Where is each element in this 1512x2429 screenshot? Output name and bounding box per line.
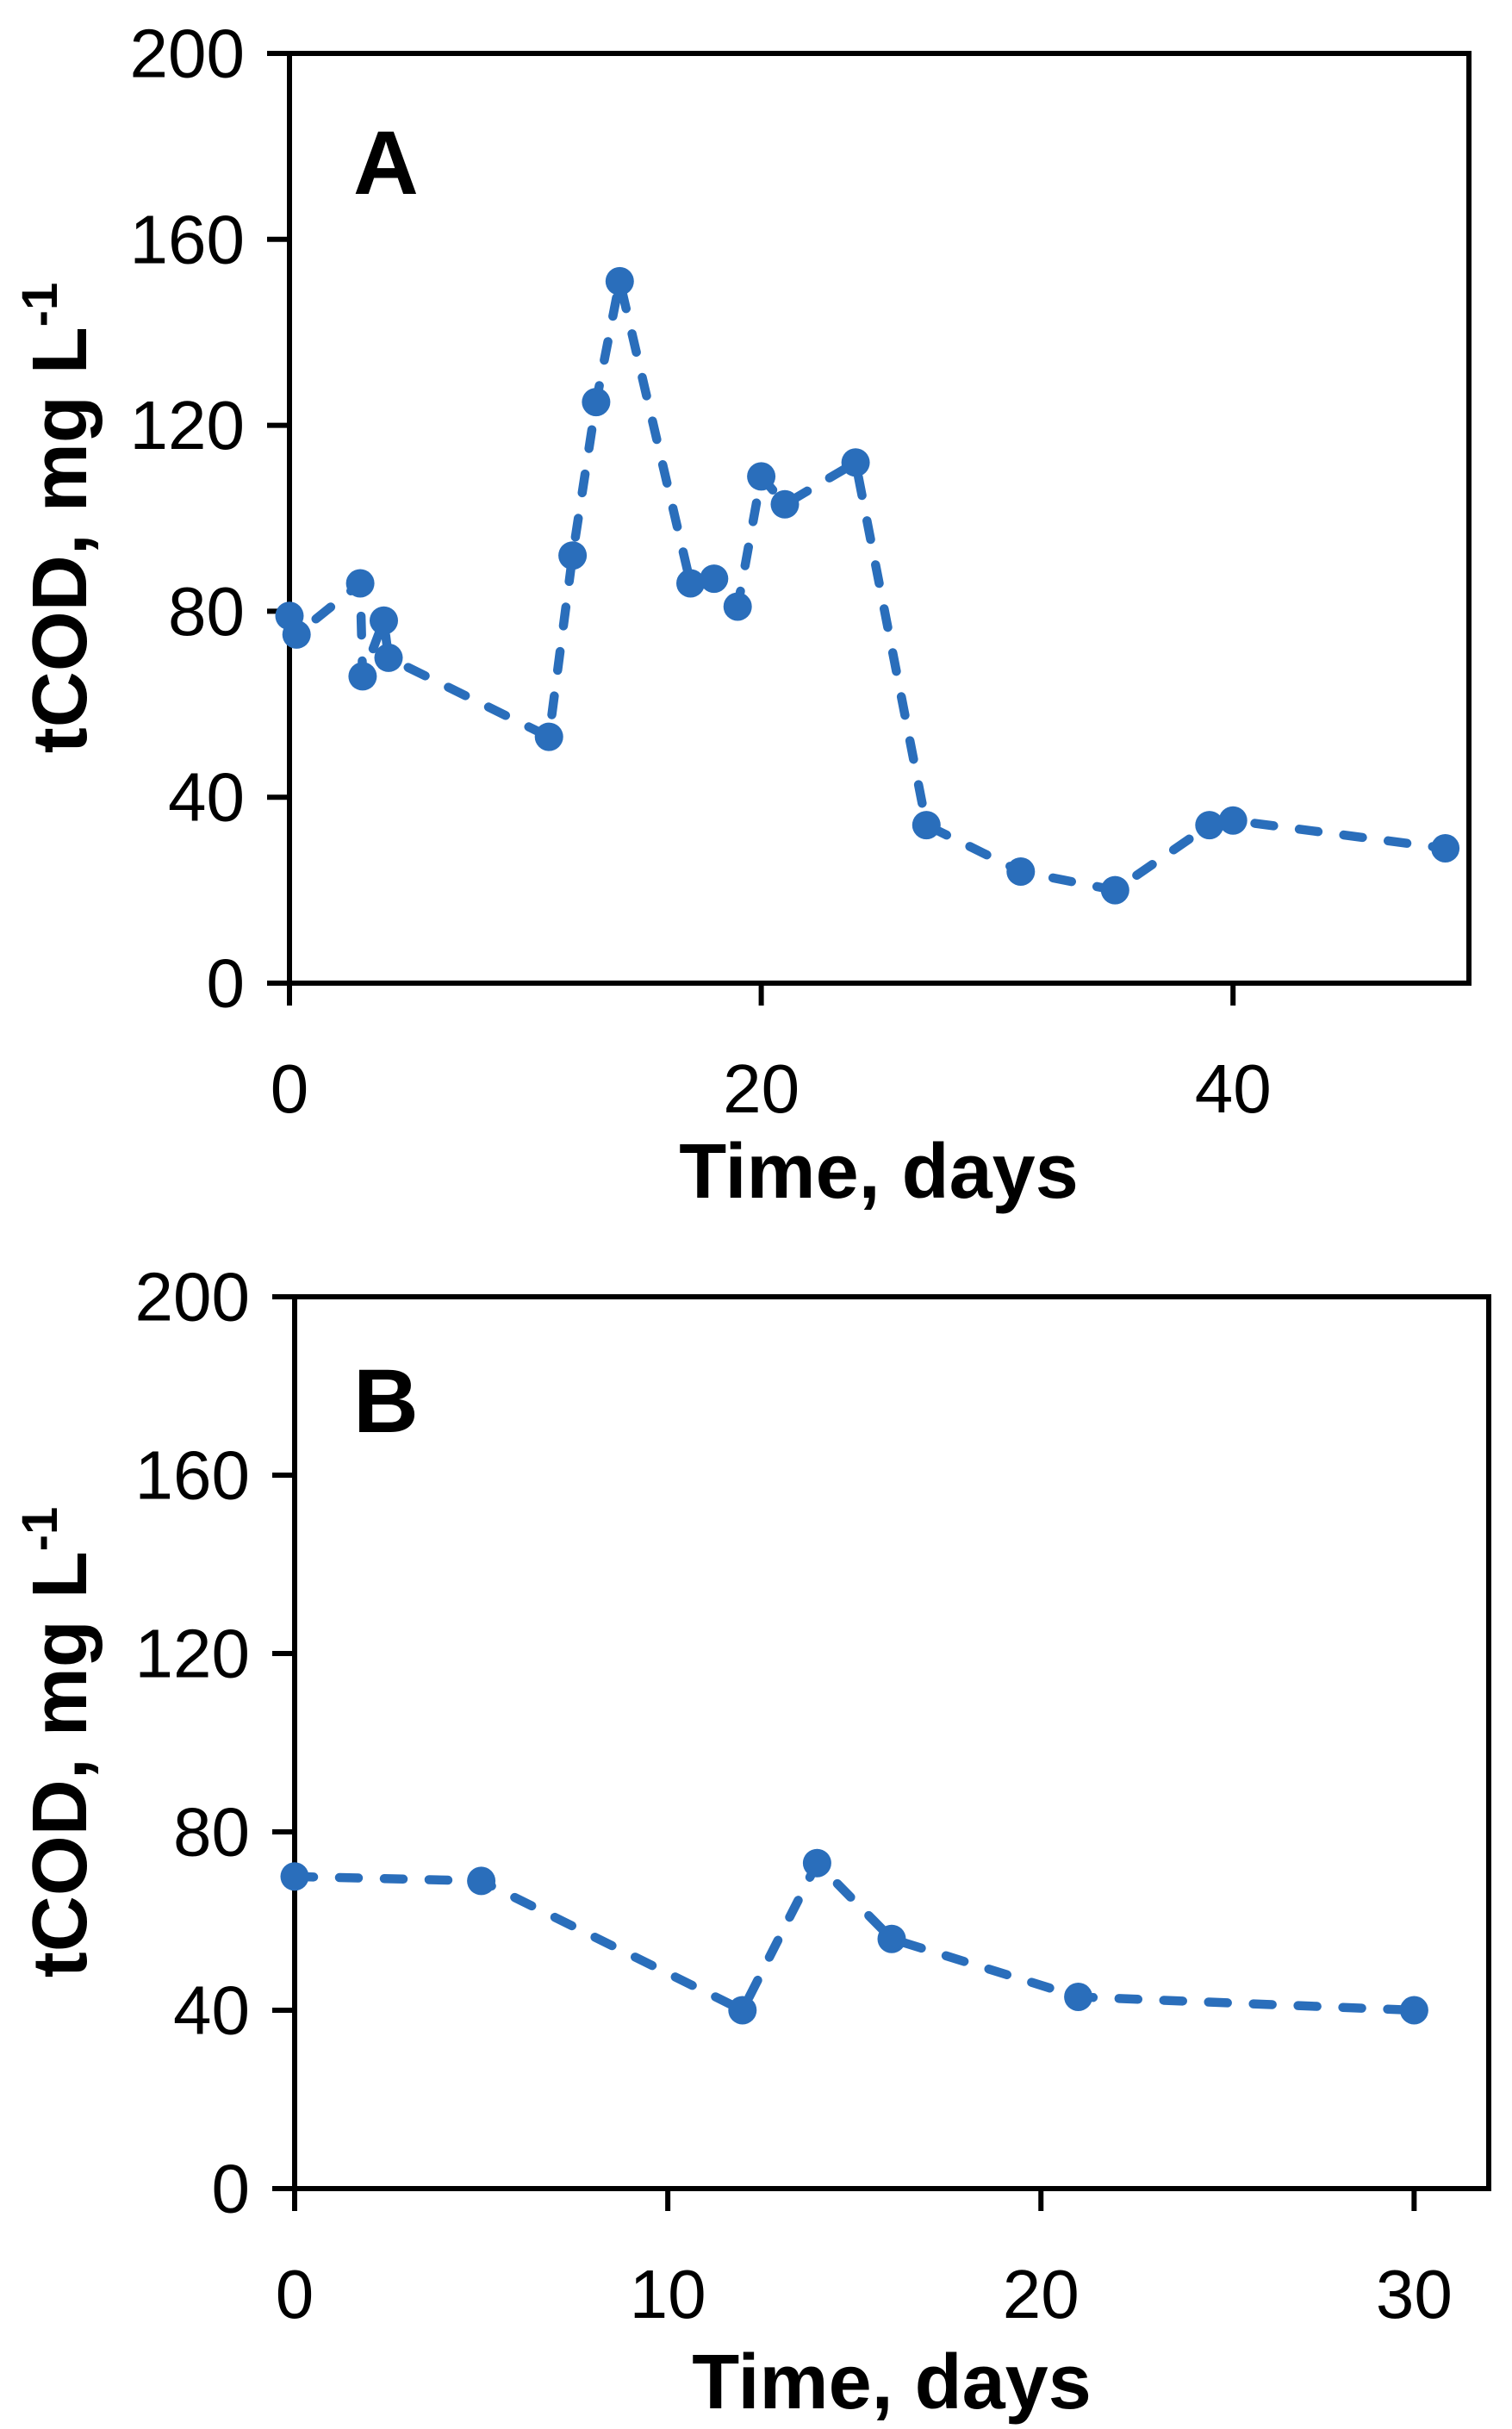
data-point-a: [912, 811, 941, 840]
y-tick-label-b: 80: [173, 1794, 250, 1871]
data-point-b: [877, 1924, 906, 1953]
panel-b-y-axis-title-superscript: -1: [12, 1507, 68, 1552]
data-point-a: [345, 569, 375, 598]
panel-b-x-axis-title: Time, days: [692, 2339, 1092, 2426]
x-tick-label-a: 40: [1195, 1050, 1272, 1127]
y-tick-label-a: 40: [168, 759, 245, 836]
panel-a-y-axis-title-main: tCOD, mg L: [17, 327, 103, 753]
data-point-b: [280, 1862, 309, 1891]
series-line-a: [284, 277, 1450, 895]
panel-b-y-axis-title-main: tCOD, mg L: [17, 1551, 103, 1977]
panel-a-plot: 0 40 80 120 160 200 0 20 40 A Time, days tCOD, m…: [12, 16, 1472, 1215]
data-point-b: [1064, 1983, 1093, 2011]
x-tick-label-b: 10: [630, 2256, 706, 2332]
panel-a-y-axis-title-superscript: -1: [12, 283, 68, 327]
data-point-b: [1399, 1996, 1428, 2025]
data-point-a: [605, 266, 634, 296]
series-line-b: [289, 1858, 1419, 2015]
panel-a-letter: A: [353, 113, 419, 214]
panel-a: 0 40 80 120 160 200 0 20 40 A Time, days tCOD, m…: [12, 16, 1472, 1215]
data-point-a: [1431, 834, 1460, 863]
y-tick-label-b: 40: [173, 1972, 250, 2049]
y-tick-label-a: 160: [130, 201, 245, 277]
y-tick-label-a: 80: [168, 573, 245, 650]
data-point-a: [841, 448, 870, 477]
y-tick-label-a: 120: [130, 387, 245, 464]
data-point-a: [558, 541, 588, 570]
data-point-a: [676, 569, 705, 598]
y-tick-label-a: 200: [130, 16, 245, 92]
data-point-a: [348, 662, 377, 691]
data-point-a: [723, 592, 752, 621]
data-point-a: [374, 643, 403, 672]
x-tick-label-a: 0: [271, 1050, 309, 1127]
y-tick-label-b: 0: [212, 2151, 251, 2227]
data-point-a: [1218, 806, 1248, 835]
data-point-b: [467, 1866, 496, 1896]
panel-b-plot: 0 40 80 120 160 200 0 10 20 30 B Time, days tCOD,…: [12, 1259, 1491, 2426]
x-tick-label-b: 0: [276, 2256, 314, 2332]
plot-border-a: [287, 51, 1472, 986]
x-tick-label-b: 20: [1003, 2256, 1080, 2332]
x-tick-label-a: 20: [723, 1050, 800, 1127]
data-point-a: [770, 489, 800, 519]
plot-border-b: [292, 1294, 1491, 2191]
x-tick-label-b: 30: [1376, 2256, 1453, 2332]
data-point-b: [802, 1848, 831, 1878]
panel-a-generated: 0 40 80 120 160 200 0 20 40: [130, 16, 1472, 1127]
panel-b-letter: B: [353, 1351, 419, 1452]
y-tick-label-b: 120: [135, 1616, 250, 1692]
data-point-a: [747, 462, 776, 491]
y-tick-label-b: 200: [135, 1259, 250, 1336]
panel-b: 0 40 80 120 160 200 0 10 20 30 B Time, days tCOD,…: [0, 1206, 1512, 2429]
y-tick-label-b: 160: [135, 1437, 250, 1514]
data-point-a: [1195, 811, 1224, 840]
panel-a-x-axis-title: Time, days: [679, 1129, 1079, 1215]
data-point-a: [282, 620, 311, 649]
data-point-b: [728, 1996, 757, 2025]
data-point-a: [1100, 875, 1129, 905]
y-tick-label-a: 0: [207, 945, 246, 1022]
data-point-a: [700, 564, 729, 594]
data-point-a: [1006, 857, 1036, 886]
panel-b-generated: 0 40 80 120 160 200 0 10 20 30: [135, 1259, 1491, 2332]
data-point-a: [582, 388, 611, 417]
data-point-a: [370, 606, 398, 635]
data-point-a: [534, 722, 563, 751]
panel-b-y-axis-title: tCOD, mg L-1: [12, 1507, 103, 1978]
panel-a-y-axis-title: tCOD, mg L-1: [12, 283, 103, 754]
